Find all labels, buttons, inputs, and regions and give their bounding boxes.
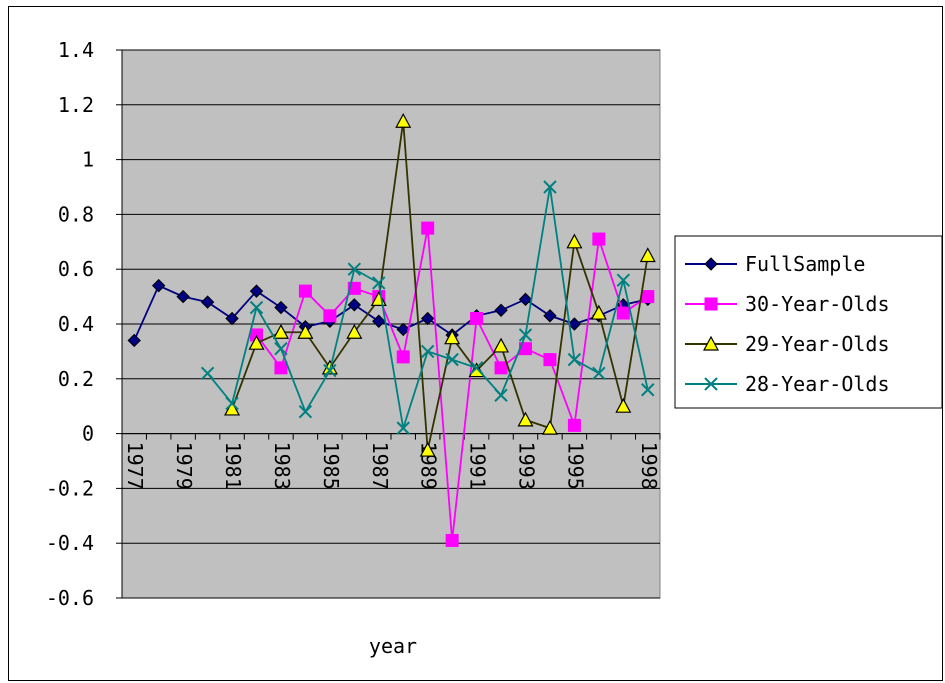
data-point [469,361,484,375]
legend-marker [702,335,720,351]
legend: FullSample 30-Year-Olds 29-Year-Olds 28-Yea… [674,235,943,409]
data-point [421,221,435,235]
data-point [641,383,655,397]
data-point [615,397,632,413]
data-point [298,284,312,298]
data-point [494,303,508,318]
data-point [396,350,410,364]
x-tick-label: 1998 [637,442,661,490]
data-point [641,290,655,304]
data-point [567,317,582,331]
x-tick-label: 1977 [123,442,147,490]
data-point [543,309,557,323]
data-point [272,323,289,339]
y-tick-label: -0.4 [46,531,94,555]
legend-marker [704,297,718,311]
data-point [151,278,166,293]
data-point [567,352,582,367]
y-tick-label: 0.4 [58,312,94,336]
data-point [543,353,557,367]
x-tick-label: 1993 [515,442,539,490]
legend-label: 29-Year-Olds [745,332,890,356]
data-point [566,233,583,249]
data-point [470,312,484,326]
plot-area-layer: -0.6 -0.4 -0.2 0 0.2 0.4 0.6 0.8 1 1.2 1.4 1977 1979… [46,38,661,610]
data-point [444,329,461,345]
data-point [249,300,264,315]
data-point [297,323,314,339]
data-point [372,276,386,290]
y-tick-label: 0.2 [58,367,94,391]
data-point [225,311,239,326]
y-tick-label: -0.2 [46,476,94,500]
data-point [518,328,533,342]
data-point [541,419,558,435]
data-point [494,388,508,402]
data-point [274,361,288,375]
legend-marker [704,377,718,391]
data-point [445,352,459,367]
legend-label: 30-Year-Olds [745,292,890,316]
x-tick-label: 1995 [563,442,587,490]
legend-label: FullSample [745,252,865,276]
data-point [396,421,410,435]
data-point [420,344,435,359]
data-point [274,300,288,315]
data-point [298,404,313,419]
legend-marker [704,257,718,271]
data-point [248,334,265,350]
data-point [493,337,510,353]
x-tick-label: 1979 [172,442,196,490]
y-tick-label: 1 [82,148,94,172]
legend-label: 28-Year-Olds [745,372,890,396]
data-point [372,314,386,328]
x-tick-label: 1991 [466,442,490,490]
data-point [274,341,288,356]
x-tick-label: 1985 [319,442,343,490]
data-point [127,333,141,348]
data-point [323,363,337,378]
data-point [543,180,557,194]
data-point [395,112,412,128]
data-point [225,396,239,411]
data-point [616,306,630,320]
data-point [517,411,534,427]
data-point [616,273,631,287]
data-point [396,322,410,337]
y-tick-label: 1.4 [58,38,94,62]
y-tick-label: 0.6 [58,257,94,281]
y-tick-label: 0 [82,422,94,446]
data-point [419,441,436,457]
x-tick-label: 1981 [221,442,245,490]
data-point [249,284,264,298]
data-point [200,366,215,381]
data-point [592,232,606,246]
data-point [347,298,362,312]
data-point [590,304,607,320]
data-point [639,247,656,263]
data-point [567,418,581,432]
data-point [518,292,533,307]
data-point [494,361,508,375]
data-point [224,400,241,416]
data-point [445,533,459,547]
y-tick-label: -0.6 [46,586,94,610]
data-point [323,309,337,323]
data-point [200,295,215,309]
y-tick-label: 1.2 [58,93,94,117]
data-point [176,289,190,304]
x-axis-title: year [369,634,417,658]
data-point [420,311,435,326]
data-point [346,323,363,339]
x-tick-label: 1987 [368,442,392,490]
y-tick-label: 0.8 [58,202,94,226]
data-point [347,262,362,276]
data-point [592,366,606,381]
x-tick-label: 1983 [270,442,294,490]
